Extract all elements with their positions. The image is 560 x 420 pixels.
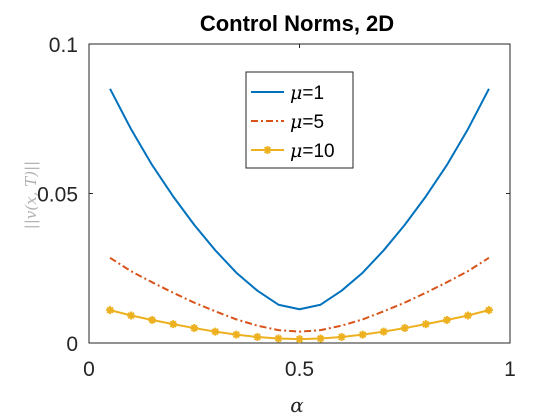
x-tick-label: 0 bbox=[83, 358, 95, 381]
series-3 bbox=[106, 306, 493, 344]
y-tick-label: 0.05 bbox=[37, 184, 78, 207]
axis-ticks: 0 0.5 1 0 0.05 0.1 bbox=[37, 34, 516, 381]
x-tick-label: 0.5 bbox=[285, 358, 314, 381]
legend-item: μ=5 bbox=[251, 111, 324, 133]
series-point bbox=[190, 324, 199, 333]
series-point bbox=[316, 334, 325, 343]
series-point bbox=[263, 146, 272, 154]
legend-item: μ=1 bbox=[251, 82, 324, 104]
series-2 bbox=[109, 256, 490, 333]
series-point bbox=[106, 306, 115, 315]
chart-title: Control Norms, 2D bbox=[200, 11, 394, 36]
legend: μ=1 μ=5 μ=10 bbox=[245, 71, 354, 169]
series-1 bbox=[109, 88, 490, 311]
series-point bbox=[127, 311, 136, 320]
x-tick-label: 1 bbox=[504, 358, 516, 381]
series-point bbox=[295, 335, 304, 344]
series-point bbox=[337, 333, 346, 342]
series-point bbox=[232, 330, 241, 339]
y-tick-label: 0.1 bbox=[49, 34, 78, 57]
x-axis-label: α bbox=[290, 393, 304, 417]
legend-label: μ=5 bbox=[290, 111, 324, 133]
series-layer bbox=[106, 88, 493, 344]
legend-item: μ=10 bbox=[251, 140, 335, 162]
series-point bbox=[379, 327, 388, 336]
y-tick-label: 0 bbox=[66, 333, 78, 356]
legend-label: μ=10 bbox=[290, 140, 335, 162]
series-point bbox=[400, 324, 409, 333]
series-point bbox=[442, 315, 451, 324]
series-line bbox=[109, 88, 490, 311]
series-point bbox=[274, 334, 283, 343]
series-point bbox=[148, 315, 157, 324]
legend-box bbox=[245, 71, 354, 169]
series-line bbox=[109, 256, 490, 333]
legend-label: μ=1 bbox=[290, 82, 324, 104]
y-axis-label: ||v(x, T)|| bbox=[22, 161, 40, 229]
series-point bbox=[169, 320, 178, 329]
series-point bbox=[358, 330, 367, 339]
series-point bbox=[463, 311, 472, 320]
series-point bbox=[253, 333, 262, 342]
series-point bbox=[484, 306, 493, 315]
series-point bbox=[211, 327, 220, 336]
series-point bbox=[421, 320, 430, 329]
